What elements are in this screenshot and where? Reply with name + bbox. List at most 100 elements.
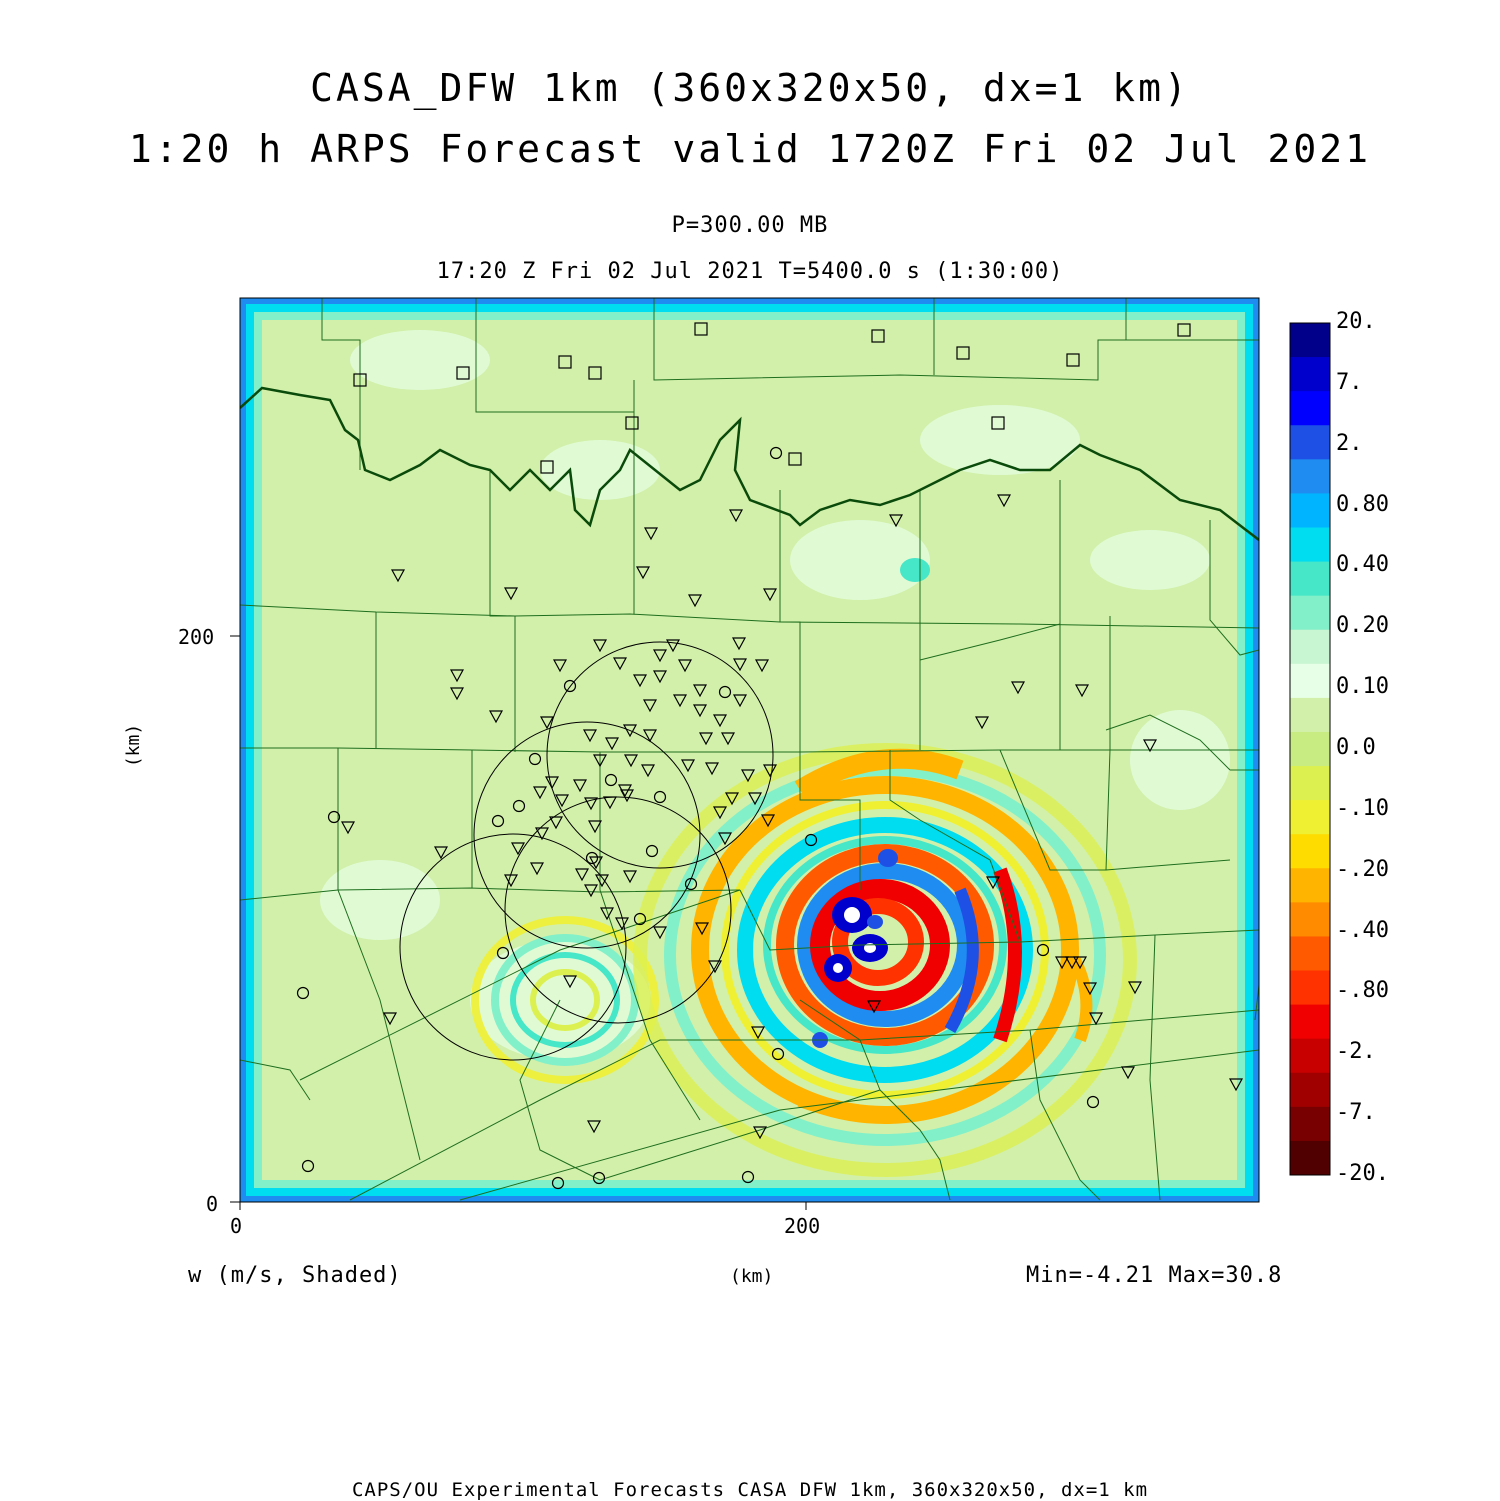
station-circle-marker [296, 986, 310, 1000]
x-axis-label: (km) [730, 1266, 774, 1287]
station-triangle-marker [539, 716, 555, 730]
station-triangle-marker [760, 814, 776, 828]
station-triangle-marker [677, 659, 693, 673]
station-triangle-marker [382, 1012, 398, 1026]
station-square-marker [353, 373, 367, 387]
station-triangle-marker [750, 1026, 766, 1040]
station-circle-marker [769, 446, 783, 460]
station-circle-marker [496, 946, 510, 960]
colorbar-swatch [1290, 697, 1330, 733]
station-circle-marker [585, 851, 599, 865]
station-triangle-marker [694, 922, 710, 936]
station-triangle-marker [604, 737, 620, 751]
colorbar-swatch [1290, 527, 1330, 563]
min-max-label: Min=-4.21 Max=30.8 [1026, 1263, 1283, 1288]
station-markers [296, 322, 1244, 1190]
station-triangle-marker [687, 594, 703, 608]
colorbar-swatch [1290, 663, 1330, 699]
station-triangle-marker [544, 776, 560, 790]
station-triangle-marker [622, 870, 638, 884]
southwest-wave-rings [471, 916, 659, 1084]
colorbar-swatch [1290, 493, 1330, 528]
station-circle-marker [718, 685, 732, 699]
station-triangle-marker [1088, 1012, 1104, 1026]
station-circle-marker [771, 1047, 785, 1061]
valid-time-label: 17:20 Z Fri 02 Jul 2021 T=5400.0 s (1:30… [436, 259, 1064, 284]
station-circle-marker [563, 679, 577, 693]
station-triangle-marker [614, 917, 630, 931]
station-triangle-marker [692, 684, 708, 698]
y-axis-label: (km) [123, 723, 145, 768]
station-triangle-marker [888, 514, 904, 528]
station-triangle-marker [680, 759, 696, 773]
map-title-line1: CASA_DFW 1km (360x320x50, dx=1 km) [310, 66, 1190, 110]
station-triangle-marker [698, 732, 714, 746]
station-triangle-marker [704, 762, 720, 776]
colorbar-swatch [1290, 1004, 1330, 1040]
station-triangle-marker [1072, 956, 1088, 970]
station-triangle-marker [665, 639, 681, 653]
station-triangle-marker [588, 856, 604, 870]
station-square-marker [956, 346, 970, 360]
colorbar-label: 2. [1336, 430, 1363, 456]
colorbar-swatch [1290, 800, 1330, 835]
colorbar-frame [1289, 322, 1331, 1176]
station-circle-marker [653, 790, 667, 804]
station-square-marker [1066, 353, 1080, 367]
colorbar-swatch [1290, 1140, 1330, 1176]
station-triangle-marker [583, 884, 599, 898]
station-triangle-marker [602, 796, 618, 810]
station-triangle-marker [554, 794, 570, 808]
station-triangle-marker [974, 716, 990, 730]
station-triangle-marker [652, 649, 668, 663]
red-river-state-border [240, 386, 1259, 541]
station-triangle-marker [635, 566, 651, 580]
colorbar-label: 0.20 [1336, 613, 1389, 639]
storm-arc-south [797, 1093, 963, 1122]
station-triangle-marker [740, 769, 756, 783]
station-triangle-marker [1082, 982, 1098, 996]
station-circle-marker [645, 844, 659, 858]
station-triangle-marker [390, 569, 406, 583]
colorbar-swatch [1290, 357, 1330, 392]
colorbar-label: -.80 [1336, 978, 1389, 1004]
station-triangle-marker [1120, 1066, 1136, 1080]
station-triangle-marker [1142, 739, 1158, 753]
updraft-cores [812, 849, 898, 1048]
station-triangle-marker [732, 658, 748, 672]
station-square-marker [788, 452, 802, 466]
station-triangle-marker [712, 806, 728, 820]
colorbar-label: -7. [1336, 1100, 1376, 1126]
station-triangle-marker [586, 1120, 602, 1134]
colorbar-swatch [1290, 425, 1330, 460]
map-frame [239, 297, 1260, 1203]
station-triangle-marker [762, 588, 778, 602]
credit-line: CAPS/OU Experimental Forecasts CASA DFW … [351, 1479, 1149, 1501]
station-circle-marker [551, 1176, 565, 1190]
station-triangle-marker [449, 687, 465, 701]
station-triangle-marker [692, 704, 708, 718]
station-triangle-marker [562, 975, 578, 989]
station-circle-marker [528, 752, 542, 766]
station-triangle-marker [712, 714, 728, 728]
station-circle-marker [1036, 943, 1050, 957]
station-triangle-marker [866, 1000, 882, 1014]
station-triangle-marker [1010, 681, 1026, 695]
pressure-level-label: P=300.00 MB [671, 213, 829, 238]
station-triangle-marker [632, 674, 648, 688]
station-triangle-marker [510, 842, 526, 856]
station-triangle-marker [1228, 1078, 1244, 1092]
colorbar-swatch [1290, 868, 1330, 903]
station-triangle-marker [643, 527, 659, 541]
colorbar-swatch [1290, 459, 1330, 494]
storm-arc-north [794, 748, 964, 799]
station-triangle-marker [582, 729, 598, 743]
station-triangle-marker [732, 694, 748, 708]
colorbar-swatch [1290, 834, 1330, 869]
axis-tick-marks [230, 635, 807, 1210]
station-circle-marker [1086, 1095, 1100, 1109]
station-triangle-marker [619, 789, 635, 803]
station-triangle-marker [503, 874, 519, 888]
colorbar-swatch [1290, 391, 1330, 426]
